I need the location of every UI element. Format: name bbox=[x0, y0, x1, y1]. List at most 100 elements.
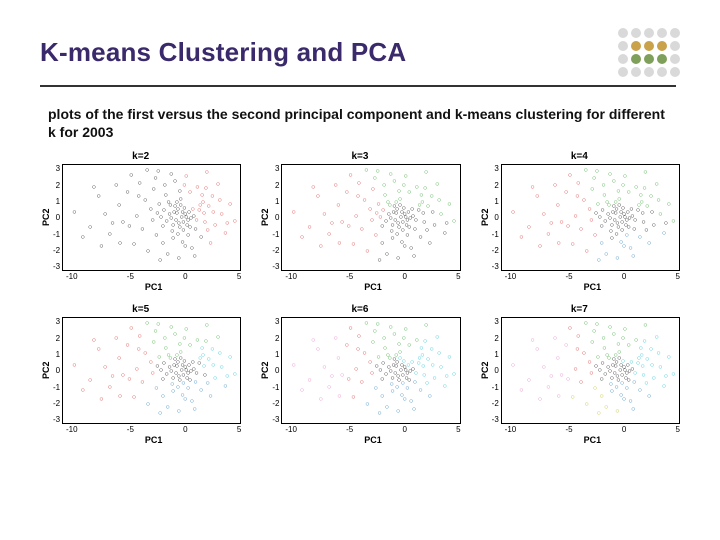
data-point: ○ bbox=[193, 380, 197, 386]
data-point: ○ bbox=[584, 168, 588, 174]
data-point: ○ bbox=[403, 368, 407, 374]
data-point: ○ bbox=[649, 347, 653, 353]
data-point: ○ bbox=[418, 235, 422, 241]
plot-area: ○○○○○○○○○○○○○○○○○○○○○○○○○○○○○○○○○○○○○○○○… bbox=[62, 317, 241, 424]
y-axis-label: PC2 bbox=[479, 164, 490, 271]
data-point: ○ bbox=[413, 380, 417, 386]
data-point: ○ bbox=[395, 232, 399, 238]
data-point: ○ bbox=[228, 355, 232, 361]
y-ticks: 3210-1-2-3 bbox=[270, 164, 281, 271]
data-point: ○ bbox=[407, 225, 411, 231]
data-point: ○ bbox=[378, 368, 382, 374]
data-point: ○ bbox=[327, 385, 331, 391]
data-point: ○ bbox=[300, 388, 304, 394]
data-point: ○ bbox=[610, 376, 614, 382]
data-point: ○ bbox=[616, 189, 620, 195]
y-ticks: 3210-1-2-3 bbox=[51, 164, 62, 271]
data-point: ○ bbox=[412, 254, 416, 260]
dot bbox=[644, 54, 654, 64]
data-point: ○ bbox=[395, 385, 399, 391]
data-point: ○ bbox=[401, 228, 405, 234]
data-point: ○ bbox=[140, 227, 144, 233]
data-point: ○ bbox=[430, 210, 434, 216]
dot bbox=[670, 67, 680, 77]
data-point: ○ bbox=[403, 174, 407, 180]
data-point: ○ bbox=[337, 241, 341, 247]
data-point: ○ bbox=[165, 219, 169, 225]
data-point: ○ bbox=[587, 360, 591, 366]
data-point: ○ bbox=[153, 329, 157, 335]
data-point: ○ bbox=[538, 397, 542, 403]
data-point: ○ bbox=[437, 351, 441, 357]
data-point: ○ bbox=[556, 203, 560, 209]
data-point: ○ bbox=[137, 334, 141, 340]
data-point: ○ bbox=[641, 373, 645, 379]
data-point: ○ bbox=[191, 207, 195, 213]
data-point: ○ bbox=[137, 194, 141, 200]
data-point: ○ bbox=[376, 202, 380, 208]
data-point: ○ bbox=[166, 353, 170, 359]
data-point: ○ bbox=[193, 407, 197, 413]
data-point: ○ bbox=[380, 224, 384, 230]
data-point: ○ bbox=[519, 388, 523, 394]
data-point: ○ bbox=[357, 181, 361, 187]
x-axis-label: PC1 bbox=[285, 282, 460, 292]
data-point: ○ bbox=[662, 231, 666, 237]
data-point: ○ bbox=[223, 231, 227, 237]
data-point: ○ bbox=[129, 326, 133, 332]
data-point: ○ bbox=[601, 183, 605, 189]
plot-area: ○○○○○○○○○○○○○○○○○○○○○○○○○○○○○○○○○○○○○○○○… bbox=[281, 164, 460, 271]
dot bbox=[618, 28, 628, 38]
data-point: ○ bbox=[72, 210, 76, 216]
data-point: ○ bbox=[389, 325, 393, 331]
data-point: ○ bbox=[233, 372, 237, 378]
data-point: ○ bbox=[99, 244, 103, 250]
data-point: ○ bbox=[626, 190, 630, 196]
data-point: ○ bbox=[392, 179, 396, 185]
data-point: ○ bbox=[220, 212, 224, 218]
x-ticks: -10-505 bbox=[505, 271, 680, 281]
data-point: ○ bbox=[340, 220, 344, 226]
data-point: ○ bbox=[557, 241, 561, 247]
data-point: ○ bbox=[428, 394, 432, 400]
data-point: ○ bbox=[189, 216, 193, 222]
data-point: ○ bbox=[636, 208, 640, 214]
data-point: ○ bbox=[589, 371, 593, 377]
data-point: ○ bbox=[397, 342, 401, 348]
data-point: ○ bbox=[435, 182, 439, 188]
data-point: ○ bbox=[424, 323, 428, 329]
data-point: ○ bbox=[225, 374, 229, 380]
data-point: ○ bbox=[432, 223, 436, 229]
data-point: ○ bbox=[300, 235, 304, 241]
data-point: ○ bbox=[535, 194, 539, 200]
data-point: ○ bbox=[383, 193, 387, 199]
data-point: ○ bbox=[626, 378, 630, 384]
data-point: ○ bbox=[96, 194, 100, 200]
data-point: ○ bbox=[575, 347, 579, 353]
data-point: ○ bbox=[137, 181, 141, 187]
data-point: ○ bbox=[622, 397, 626, 403]
data-point: ○ bbox=[171, 223, 175, 229]
y-axis-label: PC2 bbox=[479, 317, 490, 424]
data-point: ○ bbox=[432, 376, 436, 382]
dot bbox=[631, 28, 641, 38]
data-point: ○ bbox=[593, 386, 597, 392]
data-point: ○ bbox=[423, 186, 427, 192]
x-axis-label: PC1 bbox=[505, 282, 680, 292]
data-point: ○ bbox=[644, 381, 648, 387]
data-point: ○ bbox=[424, 170, 428, 176]
data-point: ○ bbox=[155, 211, 159, 217]
data-point: ○ bbox=[608, 325, 612, 331]
data-point: ○ bbox=[596, 202, 600, 208]
data-point: ○ bbox=[511, 210, 515, 216]
data-point: ○ bbox=[620, 381, 624, 387]
data-point: ○ bbox=[129, 173, 133, 179]
data-point: ○ bbox=[402, 336, 406, 342]
plot-area: ○○○○○○○○○○○○○○○○○○○○○○○○○○○○○○○○○○○○○○○○… bbox=[501, 317, 680, 424]
data-point: ○ bbox=[164, 346, 168, 352]
x-ticks: -10-505 bbox=[66, 271, 241, 281]
data-point: ○ bbox=[161, 241, 165, 247]
subtitle: plots of the first versus the second pri… bbox=[0, 87, 720, 151]
data-point: ○ bbox=[380, 377, 384, 383]
data-point: ○ bbox=[437, 198, 441, 204]
